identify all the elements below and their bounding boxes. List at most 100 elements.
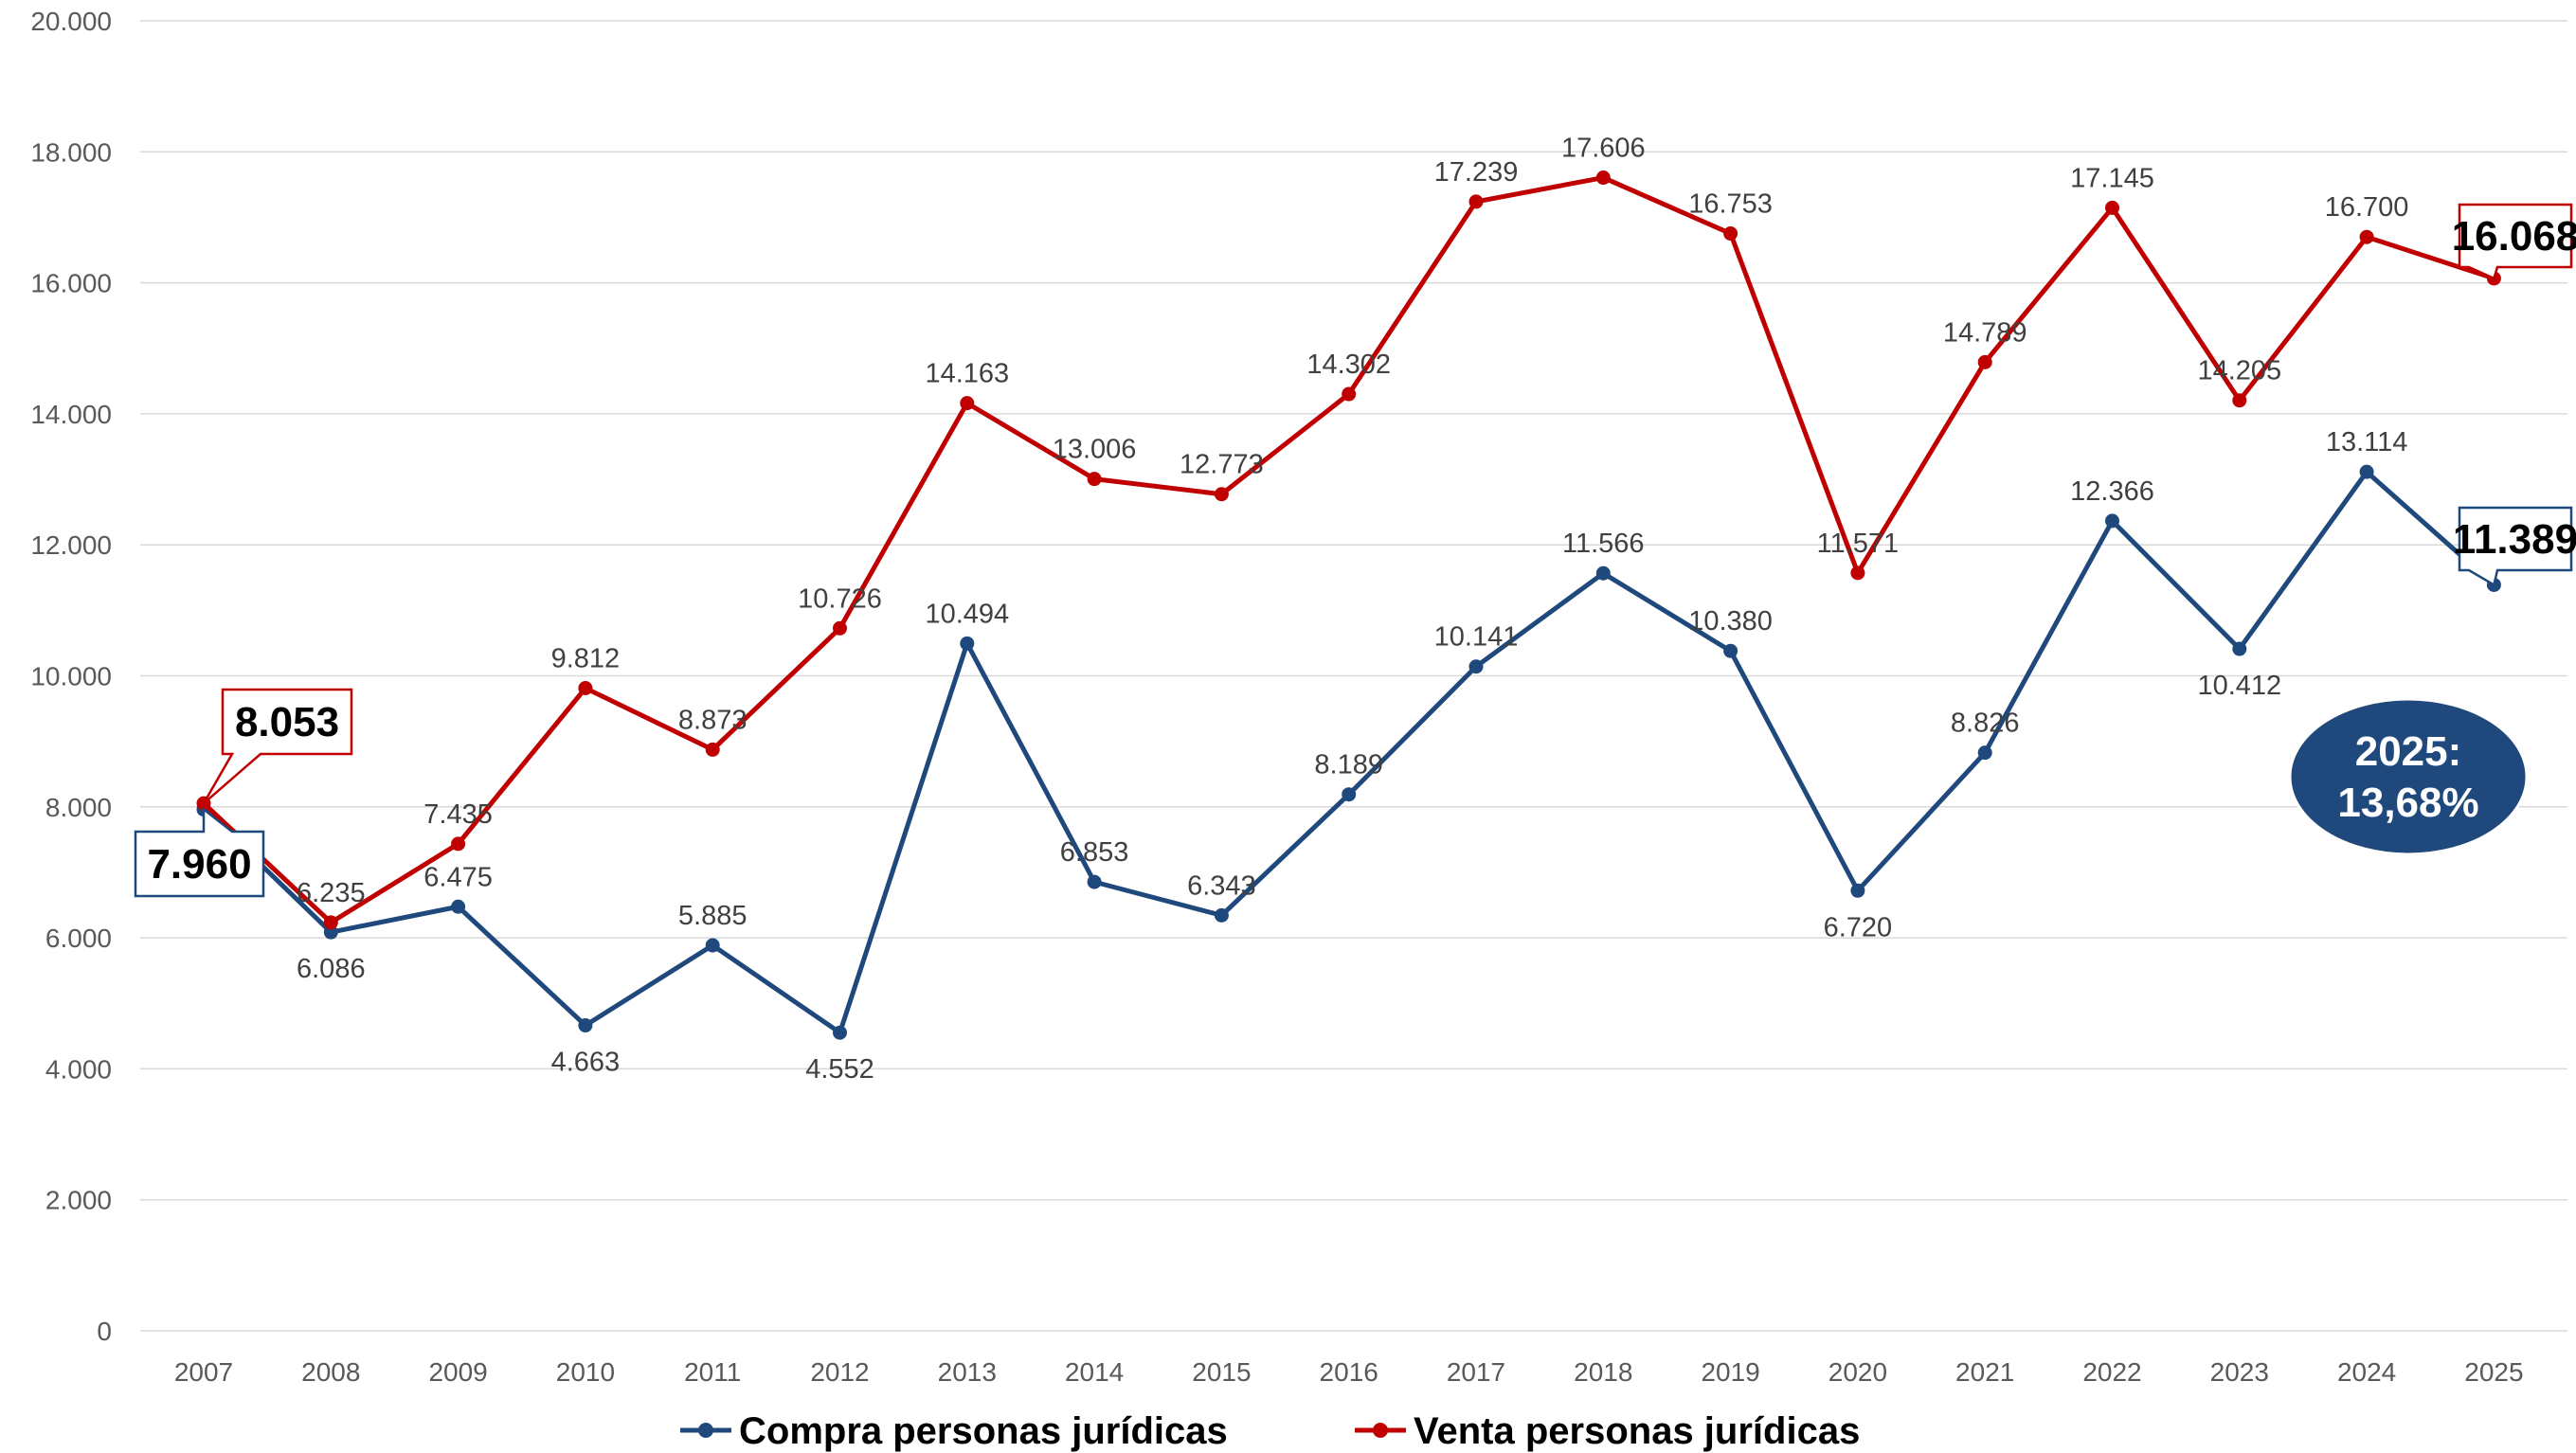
data-point bbox=[833, 620, 847, 636]
data-point bbox=[2359, 229, 2374, 244]
series-layer bbox=[196, 170, 2501, 1040]
data-label: 10.726 bbox=[798, 583, 882, 614]
data-point bbox=[323, 915, 338, 930]
x-tick-label: 2017 bbox=[1447, 1357, 1505, 1387]
data-point bbox=[578, 681, 593, 696]
data-label: 14.302 bbox=[1306, 350, 1391, 380]
x-tick-label: 2022 bbox=[2082, 1357, 2141, 1387]
callout-venta-2007: 8.053 bbox=[202, 688, 353, 805]
x-tick-label: 2023 bbox=[2210, 1357, 2269, 1387]
y-tick-label: 16.000 bbox=[30, 269, 112, 298]
data-point bbox=[1087, 874, 1102, 889]
x-tick-label: 2020 bbox=[1828, 1357, 1887, 1387]
data-point bbox=[2232, 393, 2247, 408]
legend-item-compra: Compra personas jurídicas bbox=[680, 1410, 1228, 1452]
data-label: 16.753 bbox=[1688, 189, 1773, 220]
x-tick-label: 2010 bbox=[556, 1357, 615, 1387]
data-point bbox=[2105, 513, 2119, 529]
data-point bbox=[960, 636, 975, 651]
growth-badge: 2025: 13,68% bbox=[2288, 697, 2529, 856]
y-tick-label: 2.000 bbox=[45, 1186, 112, 1215]
callout-venta-2025: 16.068 bbox=[2452, 203, 2576, 280]
data-label: 12.773 bbox=[1180, 450, 1264, 480]
x-axis: 2007 2008 2009 2010 2011 2012 2013 2014 2015 2016… bbox=[174, 1357, 2524, 1387]
data-point bbox=[1595, 170, 1611, 186]
x-tick-label: 2018 bbox=[1574, 1357, 1632, 1387]
data-point bbox=[578, 1018, 593, 1033]
y-axis: 0 2.000 4.000 6.000 8.000 10.000 12.000 14.000 1… bbox=[30, 7, 112, 1346]
x-tick-label: 2014 bbox=[1065, 1357, 1124, 1387]
data-point bbox=[2105, 200, 2119, 215]
data-label: 10.141 bbox=[1434, 622, 1519, 653]
legend: Compra personas jurídicas Venta personas… bbox=[680, 1410, 1860, 1452]
x-tick-label: 2021 bbox=[1955, 1357, 2014, 1387]
data-label: 13.114 bbox=[2326, 427, 2408, 457]
badge-line1: 2025: bbox=[2355, 728, 2462, 775]
data-label: 11.566 bbox=[1562, 529, 1645, 559]
data-label: 11.571 bbox=[1817, 529, 1900, 559]
legend-label-venta: Venta personas jurídicas bbox=[1414, 1410, 1860, 1452]
data-label: 17.239 bbox=[1434, 157, 1519, 188]
y-tick-label: 6.000 bbox=[45, 924, 112, 953]
x-tick-label: 2008 bbox=[301, 1357, 360, 1387]
y-tick-label: 20.000 bbox=[30, 7, 112, 36]
data-label: 7.435 bbox=[423, 799, 493, 830]
x-tick-label: 2012 bbox=[810, 1357, 869, 1387]
data-point bbox=[705, 938, 720, 953]
data-point bbox=[833, 1025, 847, 1040]
data-point bbox=[1468, 194, 1484, 209]
data-label: 6.475 bbox=[423, 862, 493, 892]
data-label: 17.145 bbox=[2070, 163, 2154, 193]
data-label: 14.789 bbox=[1943, 317, 2027, 348]
data-point bbox=[1087, 472, 1102, 487]
callout-compra-2007-label: 7.960 bbox=[147, 841, 251, 888]
x-tick-label: 2025 bbox=[2464, 1357, 2523, 1387]
data-label: 6.086 bbox=[297, 954, 366, 984]
x-tick-label: 2013 bbox=[938, 1357, 997, 1387]
data-point bbox=[1723, 226, 1738, 242]
y-tick-label: 14.000 bbox=[30, 400, 112, 429]
data-point bbox=[1214, 907, 1229, 923]
data-point bbox=[2359, 464, 2374, 479]
y-tick-label: 12.000 bbox=[30, 530, 112, 560]
data-label: 10.412 bbox=[2197, 671, 2281, 701]
data-point bbox=[1595, 565, 1611, 581]
data-label: 5.885 bbox=[678, 901, 748, 931]
callout-venta-2025-label: 16.068 bbox=[2452, 213, 2576, 260]
y-tick-label: 18.000 bbox=[30, 137, 112, 167]
data-label: 4.663 bbox=[551, 1048, 621, 1078]
data-label: 17.606 bbox=[1561, 134, 1646, 164]
data-label: 14.205 bbox=[2197, 356, 2281, 386]
callout-compra-2007: 7.960 bbox=[134, 807, 265, 898]
y-tick-label: 10.000 bbox=[30, 662, 112, 691]
data-point bbox=[1977, 745, 1992, 761]
gridlines bbox=[140, 20, 2567, 1332]
callout-compra-2025: 11.389 bbox=[2453, 506, 2576, 587]
series-venta bbox=[196, 170, 2501, 930]
data-label: 14.163 bbox=[925, 359, 1009, 389]
data-point bbox=[323, 924, 338, 940]
data-label: 13.006 bbox=[1053, 435, 1137, 465]
data-point bbox=[1214, 487, 1229, 502]
data-point bbox=[1468, 659, 1484, 674]
data-point bbox=[1850, 565, 1865, 581]
data-label: 8.826 bbox=[1951, 709, 2020, 739]
y-tick-label: 0 bbox=[97, 1317, 112, 1346]
x-tick-label: 2016 bbox=[1320, 1357, 1378, 1387]
data-label: 6.720 bbox=[1824, 912, 1893, 942]
data-label: 6.235 bbox=[297, 878, 366, 908]
data-label: 10.380 bbox=[1688, 606, 1773, 637]
callout-venta-2007-label: 8.053 bbox=[235, 699, 339, 745]
x-tick-label: 2024 bbox=[2337, 1357, 2396, 1387]
callout-compra-2025-label: 11.389 bbox=[2453, 516, 2576, 563]
data-point bbox=[1342, 386, 1357, 402]
data-label: 6.343 bbox=[1187, 870, 1256, 901]
data-point bbox=[451, 836, 466, 852]
data-labels: 6.086 6.475 4.663 5.885 4.552 10.494 6.853 6.34… bbox=[297, 134, 2408, 1085]
data-label: 8.873 bbox=[678, 705, 748, 735]
data-point bbox=[1850, 883, 1865, 898]
data-label: 8.189 bbox=[1314, 750, 1383, 780]
data-label: 12.366 bbox=[2070, 476, 2154, 507]
data-label: 6.853 bbox=[1060, 837, 1129, 868]
